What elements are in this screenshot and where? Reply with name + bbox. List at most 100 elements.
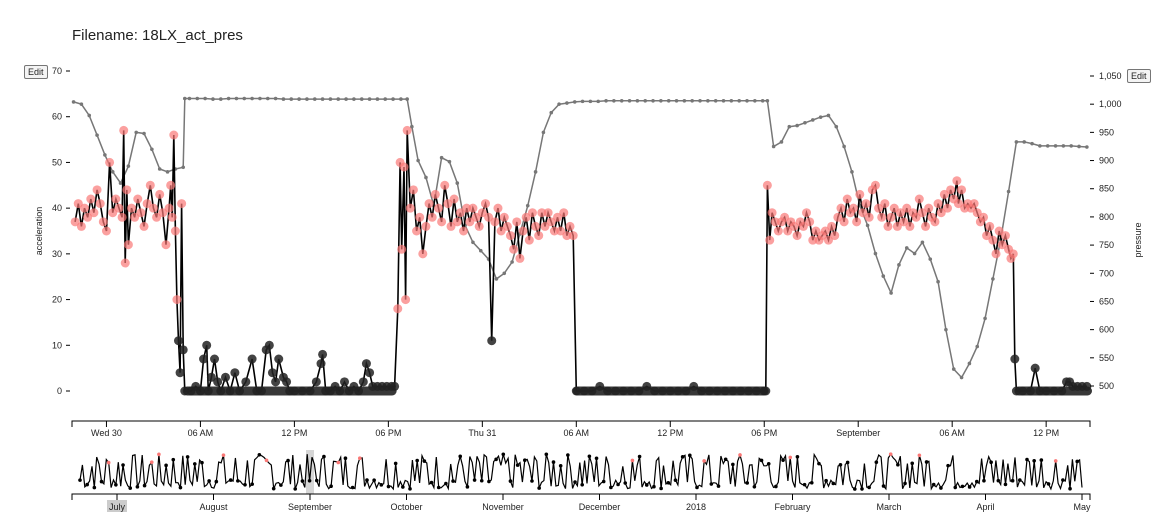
pressure-point	[596, 99, 601, 104]
overview-chart[interactable]: July August September October November Decemb…	[71, 450, 1091, 512]
acceleration-point-high	[952, 176, 962, 186]
main-plot[interactable]	[70, 96, 1092, 396]
overview-point	[573, 480, 577, 484]
overview-point	[1068, 486, 1072, 491]
pressure-point	[818, 115, 823, 119]
acceleration-point-high	[158, 208, 168, 218]
pressure-point	[810, 118, 815, 122]
x-axis-tick-label: Wed 30	[91, 428, 122, 438]
overview-point	[551, 460, 556, 464]
acceleration-point-high	[111, 194, 121, 204]
overview-point	[709, 482, 714, 486]
acceleration-point-high	[562, 231, 572, 241]
acceleration-point-high	[421, 221, 431, 231]
pressure-point	[865, 223, 870, 228]
pressure-point	[336, 97, 341, 101]
pressure-point	[706, 99, 710, 103]
pressure-point	[502, 271, 507, 276]
edit-right-axis-button[interactable]: Edit	[1127, 69, 1151, 83]
overview-point	[960, 484, 965, 489]
acceleration-point-high	[493, 203, 503, 213]
acceleration-point-high	[408, 185, 418, 195]
acceleration-point-high	[902, 203, 912, 213]
acceleration-point-high	[933, 199, 943, 209]
acceleration-point-high	[452, 217, 462, 227]
overview-point	[967, 485, 972, 489]
acceleration-point-high	[122, 185, 132, 195]
x-axis-tick-label: 06 PM	[375, 428, 401, 438]
pressure-point	[765, 99, 770, 103]
acceleration-point-low	[274, 354, 284, 364]
acceleration-point-high	[83, 212, 93, 222]
acceleration-point-high	[430, 189, 440, 199]
pressure-point	[580, 99, 585, 104]
acceleration-point-high	[418, 249, 428, 259]
x-axis: Wed 30 06 AM 12 PM 06 PM Thu 31 06 AM 12 PM 06 …	[71, 420, 1091, 438]
x-axis-tick: Wed 30	[91, 421, 122, 438]
left-axis-tick-label: 0	[57, 386, 62, 396]
overview-point	[1039, 458, 1044, 462]
pressure-point	[320, 97, 325, 101]
acceleration-point-high	[939, 189, 949, 199]
pressure-point	[690, 99, 694, 103]
acceleration-point-high	[914, 194, 924, 204]
overview-point	[594, 456, 599, 461]
overview-point	[587, 454, 592, 459]
pressure-point	[447, 159, 452, 164]
acceleration-point-high	[142, 199, 152, 209]
overview-point	[637, 454, 642, 459]
overview-point	[1032, 458, 1036, 463]
overview-point	[200, 460, 204, 465]
acceleration-point-high	[70, 217, 80, 227]
acceleration-point-high	[462, 203, 472, 213]
pressure-point	[674, 99, 679, 103]
acceleration-point-high	[880, 199, 890, 209]
acceleration-point-high	[805, 217, 815, 227]
overview-month-label: November	[482, 502, 524, 512]
acceleration-point-low	[241, 377, 251, 387]
acceleration-point-high	[515, 253, 525, 263]
acceleration-point-high	[89, 208, 99, 218]
acceleration-point-high	[114, 203, 124, 213]
acceleration-point-high	[139, 221, 149, 231]
pressure-point	[375, 97, 380, 101]
acceleration-point-high	[1008, 249, 1018, 259]
acceleration-point-high	[942, 203, 952, 213]
right-axis-tick-label: 950	[1099, 127, 1114, 137]
overview-month-label: February	[774, 502, 811, 512]
acceleration-line	[74, 130, 1087, 394]
acceleration-point-high	[484, 212, 494, 222]
overview-point	[250, 482, 254, 486]
right-y-axis: 500 550 600 650 700 750 800 850 900 950 1,000 1,050	[1090, 71, 1122, 391]
overview-month-tick: October	[390, 494, 423, 512]
acceleration-point-high	[953, 199, 963, 209]
overview-point	[702, 459, 706, 463]
overview-point	[408, 487, 412, 491]
acceleration-point-high	[405, 203, 415, 213]
overview-point	[688, 453, 692, 458]
overview-month-tick: December	[579, 494, 620, 512]
acceleration-point-high	[443, 199, 453, 209]
pressure-point	[612, 99, 616, 103]
pressure-point	[787, 124, 792, 129]
acceleration-point-low	[210, 354, 220, 364]
acceleration-point-high	[886, 212, 896, 222]
acceleration-point-high	[169, 130, 179, 140]
pressure-point	[795, 123, 799, 128]
overview-point	[652, 484, 656, 489]
acceleration-point-low	[361, 359, 371, 369]
left-axis-tick: 20	[52, 295, 70, 305]
overview-point	[465, 485, 470, 489]
pressure-point	[187, 96, 192, 101]
overview-point	[845, 460, 850, 465]
overview-point	[817, 461, 821, 466]
acceleration-point-high	[506, 231, 516, 241]
pressure-point	[936, 279, 940, 284]
acceleration-point-high	[957, 185, 967, 195]
acceleration-point-high	[108, 208, 118, 218]
overview-point	[393, 461, 398, 466]
edit-left-axis-button[interactable]: Edit	[24, 65, 48, 79]
acceleration-point-high	[437, 217, 447, 227]
overview-point	[1018, 478, 1022, 482]
acceleration-point-high	[921, 221, 931, 231]
